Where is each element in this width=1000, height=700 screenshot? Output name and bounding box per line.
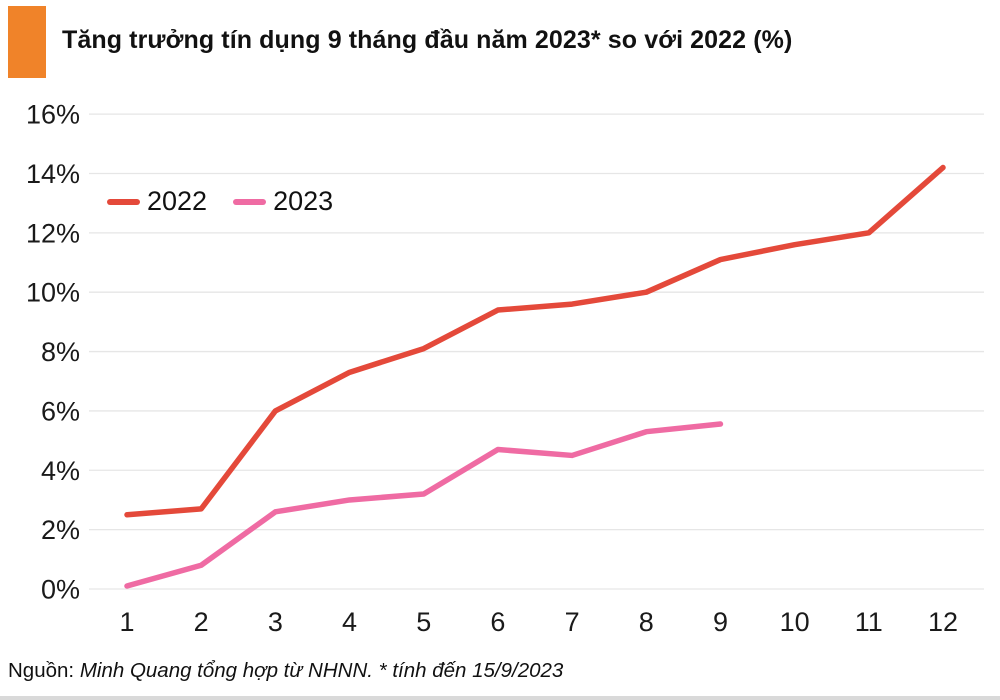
y-axis-tick: 2% xyxy=(41,515,80,545)
x-axis-tick: 8 xyxy=(639,607,654,637)
bottom-divider xyxy=(0,696,1000,700)
y-axis-tick: 4% xyxy=(41,456,80,486)
legend-swatch-2023 xyxy=(233,198,267,205)
source-text: Minh Quang tổng hợp từ NHNN. * tính đến … xyxy=(79,659,564,682)
page-title: Tăng trưởng tín dụng 9 tháng đầu năm 202… xyxy=(62,26,793,54)
legend-swatch-2022 xyxy=(107,198,140,205)
x-axis-tick: 1 xyxy=(119,607,134,637)
y-axis-tick: 6% xyxy=(41,396,80,426)
source-prefix: Nguồn: xyxy=(8,659,75,682)
chart-legend: 2022 2023 xyxy=(107,186,333,217)
brand-accent-block xyxy=(8,6,46,78)
y-axis-tick: 0% xyxy=(41,575,80,605)
x-axis-tick: 2 xyxy=(194,607,209,637)
x-axis-tick: 12 xyxy=(928,607,958,637)
legend-item-2023: 2023 xyxy=(233,186,333,217)
y-axis-tick: 12% xyxy=(26,218,80,248)
y-axis-tick: 14% xyxy=(26,159,80,189)
y-axis-tick: 10% xyxy=(26,278,80,308)
legend-label-2023: 2023 xyxy=(273,186,334,216)
series-line-2022 xyxy=(124,164,946,518)
x-axis-tick: 11 xyxy=(855,607,883,637)
y-axis-tick: 8% xyxy=(41,337,80,367)
series-line-2023 xyxy=(124,421,724,589)
x-axis-tick: 9 xyxy=(713,607,728,637)
x-axis-tick: 10 xyxy=(780,607,810,637)
x-axis-tick: 3 xyxy=(268,607,283,637)
x-axis-tick: 6 xyxy=(490,607,505,637)
x-axis-tick: 7 xyxy=(565,607,580,637)
x-axis-tick: 4 xyxy=(342,607,357,637)
legend-item-2022: 2022 xyxy=(107,186,207,217)
source-note: Nguồn: Minh Quang tổng hợp từ NHNN. * tí… xyxy=(8,659,563,683)
legend-label-2022: 2022 xyxy=(147,186,208,216)
y-axis-tick: 16% xyxy=(26,100,80,130)
x-axis-tick: 5 xyxy=(416,607,431,637)
